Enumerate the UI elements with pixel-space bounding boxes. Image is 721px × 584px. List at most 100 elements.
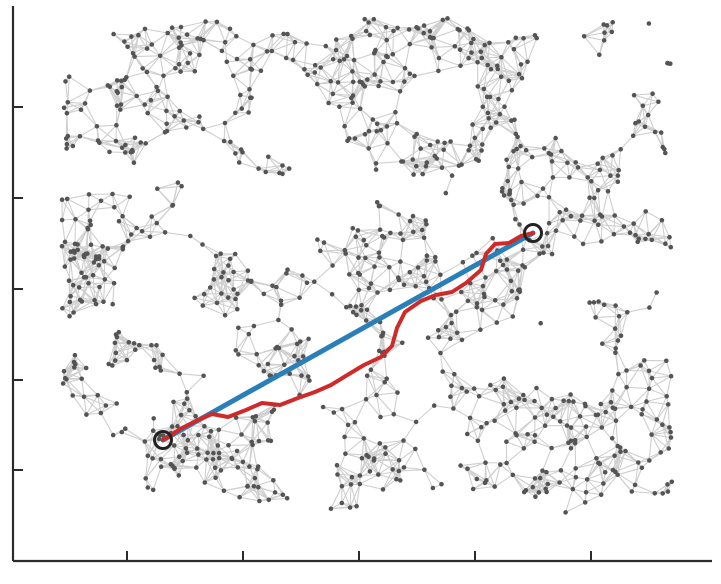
graph-node [436,334,442,340]
graph-edge [457,329,481,334]
graph-node [545,243,551,249]
graph-edge [196,448,207,460]
graph-node [482,480,488,486]
graph-node [256,438,262,444]
graph-node [197,114,202,119]
graph-edge [502,280,512,305]
graph-edge [149,231,166,238]
graph-node [374,129,380,134]
graph-edge [235,280,252,300]
graph-node [269,48,275,54]
graph-node [162,130,168,135]
graph-edge [601,343,616,354]
graph-edge [521,249,524,266]
graph-edge [341,408,349,426]
graph-edge [344,436,346,454]
graph-edge [370,369,378,396]
graph-edge [377,277,399,293]
graph-edge [434,142,446,157]
graph-node [380,333,385,338]
graph-edge [142,230,166,233]
graph-node [207,285,213,290]
graph-edge [469,282,485,295]
graph-edge [343,58,353,72]
graph-node [422,467,427,473]
graph-edge [385,440,404,448]
graph-edge [399,239,404,262]
graph-node [160,352,165,358]
graph-node [410,157,416,162]
graph-edge [180,45,189,64]
graph-edge [386,378,398,393]
graph-edge [365,398,381,418]
graph-edge [409,220,425,239]
graph-node [184,450,190,456]
graph-node [370,117,376,122]
graph-edge [543,137,556,149]
graph-node [575,165,581,170]
graph-node [424,253,430,258]
graph-edge [642,408,658,420]
graph-edge [316,67,322,85]
graph-edge [178,63,196,72]
graph-node [429,35,435,41]
graph-node [264,49,270,54]
graph-edge [551,160,568,164]
graph-edge [352,34,370,40]
graph-node [513,35,519,41]
graph-node [60,306,65,311]
graph-edge [258,164,283,170]
graph-edge [495,297,518,301]
graph-node [449,320,454,326]
graph-edge [320,250,346,255]
graph-node [475,438,481,444]
graph-edge [656,396,668,420]
graph-node [304,280,310,286]
graph-node [518,143,523,149]
graph-edge [614,328,617,349]
graph-node [441,147,447,153]
graph-node [256,166,261,171]
graph-node [636,460,641,465]
graph-node [300,354,306,359]
graph-node [200,303,206,308]
graph-node [72,241,78,247]
graph-node [550,175,556,180]
graph-edge [403,281,427,286]
graph-node [105,246,111,251]
graph-edge [450,141,460,166]
graph-edge [456,306,477,313]
graph-edge [159,37,180,57]
graph-node [270,283,275,289]
graph-node [613,303,618,308]
graph-edge [72,272,82,286]
graph-edge [147,430,154,456]
graph-node [396,275,401,281]
graph-edge [115,140,141,144]
graph-node [328,78,334,84]
graph-node [305,72,310,78]
graph-node [218,468,224,473]
graph-edge [86,412,101,416]
graph-node [424,222,429,227]
graph-edge [226,61,234,77]
graph-edge [126,71,148,78]
graph-node [557,419,563,424]
graph-node [380,487,386,492]
graph-node [285,267,290,273]
graph-edge [114,349,136,361]
graph-node [140,66,145,71]
graph-edge [215,255,231,260]
graph-edge [399,261,405,285]
graph-edge [613,223,634,235]
graph-edge [85,264,100,278]
graph-edge [546,471,560,483]
graph-edge [597,175,611,191]
graph-node [175,423,180,429]
graph-edge [630,388,650,408]
graph-edge [75,209,89,220]
graph-edge [344,244,367,251]
graph-node [294,341,300,347]
graph-node [480,126,486,132]
graph-node [666,61,671,66]
